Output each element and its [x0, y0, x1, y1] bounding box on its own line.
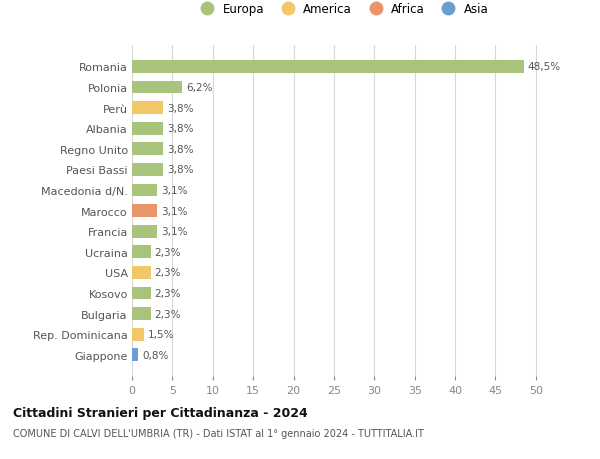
Text: 1,5%: 1,5% [148, 330, 175, 339]
Legend: Europa, America, Africa, Asia: Europa, America, Africa, Asia [193, 0, 491, 18]
Text: 3,1%: 3,1% [161, 185, 188, 196]
Text: 3,1%: 3,1% [161, 227, 188, 237]
Bar [132, 287, 151, 300]
Text: 2,3%: 2,3% [155, 309, 181, 319]
Bar [132, 246, 151, 258]
Text: 3,8%: 3,8% [167, 165, 193, 175]
Text: 48,5%: 48,5% [528, 62, 561, 72]
Bar [132, 81, 182, 94]
Bar [132, 184, 157, 197]
Bar [132, 205, 157, 218]
Text: 3,8%: 3,8% [167, 145, 193, 155]
Bar [132, 328, 144, 341]
Text: 2,3%: 2,3% [155, 288, 181, 298]
Text: 2,3%: 2,3% [155, 247, 181, 257]
Bar [132, 123, 163, 135]
Text: Cittadini Stranieri per Cittadinanza - 2024: Cittadini Stranieri per Cittadinanza - 2… [13, 406, 308, 419]
Text: COMUNE DI CALVI DELL'UMBRIA (TR) - Dati ISTAT al 1° gennaio 2024 - TUTTITALIA.IT: COMUNE DI CALVI DELL'UMBRIA (TR) - Dati … [13, 428, 424, 438]
Bar [132, 164, 163, 176]
Bar [132, 102, 163, 115]
Text: 3,8%: 3,8% [167, 124, 193, 134]
Bar [132, 225, 157, 238]
Text: 2,3%: 2,3% [155, 268, 181, 278]
Bar [132, 266, 151, 279]
Bar [132, 349, 139, 361]
Text: 3,1%: 3,1% [161, 206, 188, 216]
Bar [132, 308, 151, 320]
Text: 6,2%: 6,2% [186, 83, 212, 93]
Bar [132, 61, 524, 73]
Bar [132, 143, 163, 156]
Text: 0,8%: 0,8% [143, 350, 169, 360]
Text: 3,8%: 3,8% [167, 103, 193, 113]
